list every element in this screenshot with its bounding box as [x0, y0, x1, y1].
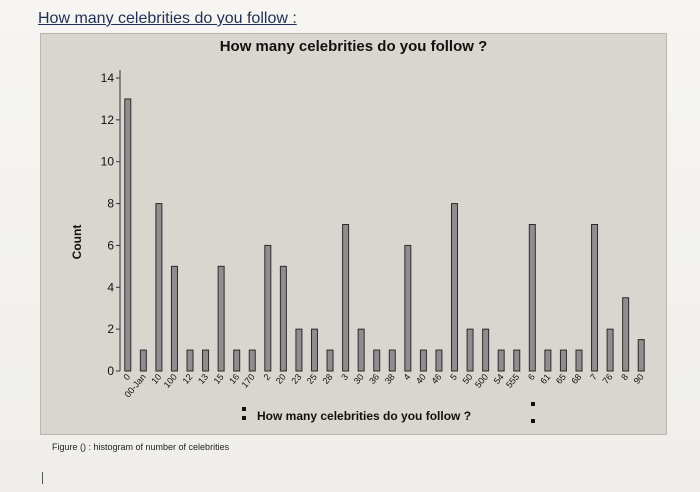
histogram-bar — [186, 349, 194, 372]
y-tick-label: 8 — [107, 197, 114, 211]
x-tick-label: 23 — [289, 372, 303, 386]
histogram-bar — [202, 349, 210, 372]
x-tick-label: 20 — [274, 372, 288, 386]
x-tick-label: 50 — [461, 372, 475, 386]
histogram-bar — [404, 244, 412, 372]
histogram-bar — [342, 224, 350, 372]
x-tick-label: 4 — [401, 372, 412, 382]
x-tick-label: 30 — [352, 372, 366, 386]
x-tick-label: 46 — [429, 372, 443, 386]
x-axis-label: How many celebrities do you follow ? — [257, 409, 471, 423]
histogram-bar — [591, 224, 599, 372]
histogram-bar — [513, 349, 521, 372]
histogram-bar — [248, 349, 256, 372]
x-tick-label: 0 — [121, 372, 132, 382]
histogram-bar — [124, 98, 132, 372]
histogram-bar — [279, 265, 287, 372]
x-tick-label: 28 — [320, 372, 334, 386]
x-tick-label: 500 — [473, 372, 490, 390]
x-tick-label: 15 — [212, 372, 226, 386]
bars — [124, 98, 645, 372]
x-tick-label: 170 — [239, 372, 256, 390]
histogram-bar — [637, 339, 645, 372]
histogram-bar — [264, 244, 272, 372]
histogram-bar — [466, 328, 474, 372]
histogram-bar — [170, 265, 178, 372]
x-tick-label: 38 — [383, 372, 397, 386]
y-tick-label: 2 — [107, 322, 114, 336]
x-tick-label: 13 — [196, 372, 210, 386]
x-axis-label-group: How many celebrities do you follow ? — [242, 402, 535, 423]
histogram-bar — [295, 328, 303, 372]
x-tick-label: 54 — [492, 372, 506, 386]
x-tick-label: 3 — [339, 372, 350, 382]
histogram-bar — [497, 349, 505, 372]
x-tick-label: 6 — [526, 372, 537, 382]
x-tick-label: 65 — [554, 372, 568, 386]
x-tick-label: 25 — [305, 372, 319, 386]
x-tick-label: 61 — [538, 372, 552, 386]
histogram-bar — [357, 328, 365, 372]
histogram-bar — [435, 349, 443, 372]
histogram-bar — [388, 349, 396, 372]
histogram-bar — [606, 328, 614, 372]
x-label-marker-right — [531, 402, 535, 406]
histogram-bar — [217, 265, 225, 372]
x-tick-label: 12 — [180, 372, 194, 386]
x-tick-label: 5 — [448, 372, 459, 382]
document-heading: How many celebrities do you follow : — [38, 10, 297, 27]
y-tick-label: 12 — [101, 113, 115, 127]
x-tick-label: 68 — [569, 372, 583, 386]
histogram-bar — [233, 349, 241, 372]
y-tick-label: 6 — [107, 238, 114, 252]
histogram-bar — [622, 297, 630, 372]
histogram-bar — [482, 328, 490, 372]
chart-title: How many celebrities do you follow ? — [219, 38, 488, 55]
x-tick-label: 2 — [261, 372, 272, 382]
histogram-bar — [451, 203, 459, 372]
histogram-bar — [373, 349, 381, 372]
histogram-bar — [544, 349, 552, 372]
x-tick-label: 555 — [504, 372, 521, 390]
histogram-bar — [139, 349, 147, 372]
histogram-bar — [310, 328, 318, 372]
histogram-bar — [155, 203, 163, 372]
text-cursor — [42, 472, 43, 484]
y-tick-label: 10 — [101, 155, 115, 169]
histogram-bar — [528, 224, 536, 372]
x-tick-label: 76 — [601, 372, 615, 386]
figure-caption: Figure () : histogram of number of celeb… — [52, 442, 230, 452]
y-tick-label: 4 — [107, 280, 114, 294]
x-tick-label: 40 — [414, 372, 428, 386]
histogram-bar — [326, 349, 334, 372]
x-tick-label: 16 — [227, 372, 241, 386]
x-tick-label: 8 — [619, 372, 630, 382]
histogram-bar — [559, 349, 567, 372]
x-tick-label: 90 — [632, 372, 646, 386]
histogram-bar — [419, 349, 427, 372]
x-tick-label: 7 — [588, 372, 599, 382]
x-tick-label: 100 — [162, 372, 179, 390]
y-tick-label: 14 — [101, 71, 115, 85]
x-label-marker-left — [242, 416, 246, 420]
x-tick-label: 36 — [367, 372, 381, 386]
y-axis-label: Count — [70, 225, 84, 260]
x-tick-label: 10 — [149, 372, 163, 386]
y-tick-label: 0 — [107, 364, 114, 378]
x-label-marker-left — [242, 407, 246, 411]
histogram-bar — [575, 349, 583, 372]
y-axis: 0 2 4 6 8 10 12 14 — [101, 70, 121, 378]
chart-frame: How many celebrities do you follow ? 0 2 4… — [40, 33, 667, 435]
x-label-marker-right — [531, 419, 535, 423]
